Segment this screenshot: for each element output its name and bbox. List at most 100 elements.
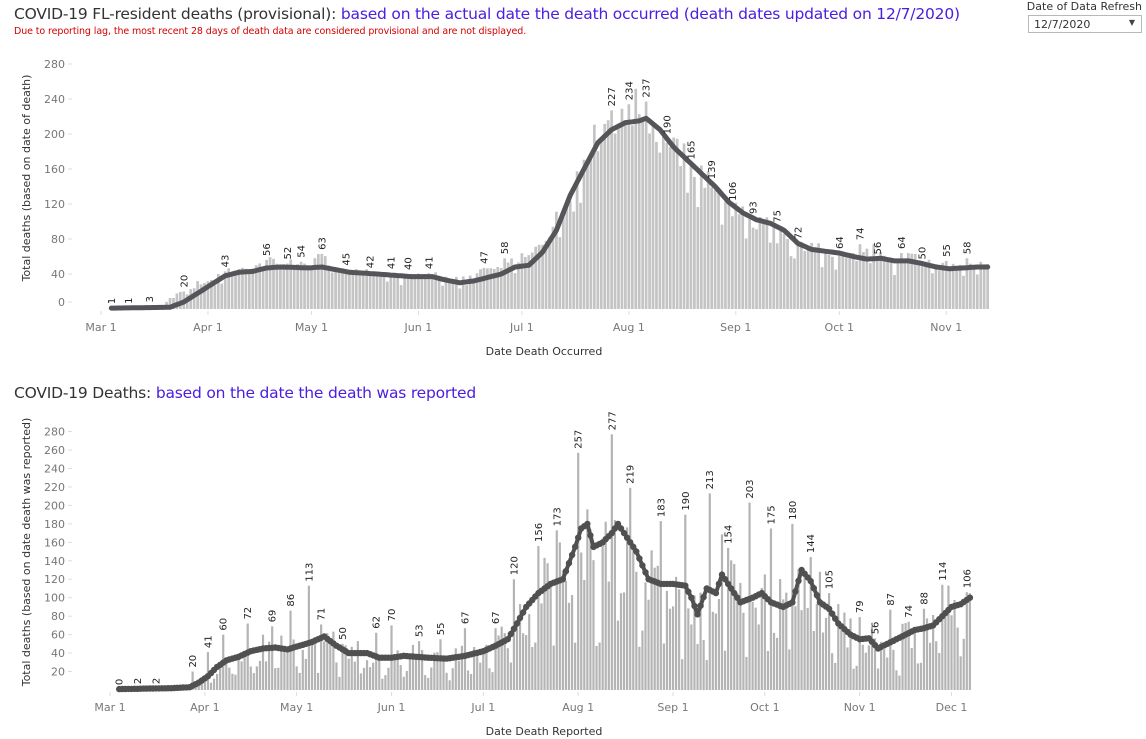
bar xyxy=(271,626,274,690)
y-tick-label: 160 xyxy=(44,536,65,549)
data-label: 105 xyxy=(825,570,836,589)
average-point xyxy=(728,585,735,592)
bar xyxy=(867,645,870,690)
bar xyxy=(503,258,506,309)
bar xyxy=(889,258,893,309)
bar xyxy=(806,249,810,309)
average-point xyxy=(792,588,799,595)
bar xyxy=(865,248,869,309)
average-point xyxy=(559,576,567,583)
bar xyxy=(441,285,444,309)
average-point xyxy=(694,611,701,618)
bar xyxy=(928,642,932,690)
x-tick-label: Aug 1 xyxy=(562,701,594,714)
bar xyxy=(292,264,296,309)
bar xyxy=(384,675,387,690)
refresh-date-value: 12/7/2020 xyxy=(1034,18,1091,31)
bar xyxy=(592,560,595,690)
bar xyxy=(745,656,748,690)
data-label: 50 xyxy=(918,247,929,260)
bar xyxy=(286,647,289,690)
bar xyxy=(546,563,549,690)
bar xyxy=(541,244,544,309)
average-point xyxy=(620,529,628,537)
data-label: 173 xyxy=(552,507,563,526)
bar xyxy=(579,202,582,309)
bar xyxy=(362,667,366,690)
bar xyxy=(775,637,779,690)
bar xyxy=(658,152,662,309)
average-point xyxy=(697,602,704,609)
average-point xyxy=(584,520,591,528)
average-point xyxy=(510,625,518,632)
bar xyxy=(382,274,386,309)
x-tick-label: May 1 xyxy=(280,701,313,714)
bar xyxy=(589,529,592,690)
bar xyxy=(751,227,755,310)
data-label: 42 xyxy=(366,256,377,269)
bar xyxy=(534,642,537,690)
bar xyxy=(913,627,916,690)
bar xyxy=(927,259,931,309)
bar xyxy=(261,634,265,690)
y-tick-label: 260 xyxy=(44,444,65,457)
bar xyxy=(651,126,655,309)
bar xyxy=(564,580,568,690)
bar xyxy=(607,581,610,690)
bar xyxy=(950,615,953,690)
bar xyxy=(277,667,280,690)
data-label: 45 xyxy=(341,253,352,266)
data-label: 58 xyxy=(962,242,973,255)
bar xyxy=(748,215,751,309)
x-tick-label: Jul 1 xyxy=(470,701,495,714)
bar xyxy=(901,623,904,690)
bar xyxy=(552,645,555,690)
bar xyxy=(379,272,382,309)
bar xyxy=(402,676,405,690)
bar xyxy=(482,267,486,310)
bar xyxy=(668,608,672,690)
bar xyxy=(434,272,437,309)
x-tick-label: Sep 1 xyxy=(720,321,751,334)
average-point xyxy=(712,589,720,597)
bar xyxy=(537,244,541,309)
bar xyxy=(465,285,469,309)
bar xyxy=(279,265,282,309)
bar xyxy=(515,619,519,690)
bar xyxy=(855,665,858,690)
bar xyxy=(335,662,338,690)
bar xyxy=(938,270,941,309)
bar xyxy=(870,626,874,690)
bar xyxy=(430,274,434,309)
bar xyxy=(690,624,693,690)
bar xyxy=(831,653,834,690)
bar xyxy=(924,262,927,309)
average-point xyxy=(587,532,594,539)
bar xyxy=(175,293,179,309)
bar xyxy=(274,668,277,690)
bar xyxy=(249,666,252,690)
data-label: 40 xyxy=(404,257,415,270)
data-label: 74 xyxy=(856,228,867,241)
refresh-date-dropdown[interactable]: 12/7/2020 ▼ xyxy=(1028,15,1142,33)
bar xyxy=(962,275,965,309)
bar xyxy=(737,214,741,309)
y-tick-label: 0 xyxy=(58,296,65,309)
average-point xyxy=(731,589,738,597)
data-label: 75 xyxy=(773,210,784,223)
bar xyxy=(387,667,390,690)
bar xyxy=(528,614,531,690)
bar xyxy=(705,660,708,690)
bar xyxy=(283,648,286,690)
bar xyxy=(358,272,362,309)
x-tick-label: Jun 1 xyxy=(377,701,406,714)
bar xyxy=(910,253,914,309)
bar xyxy=(818,571,822,690)
data-label: 3 xyxy=(145,296,156,302)
bar xyxy=(369,667,372,690)
bar xyxy=(821,632,825,690)
x-tick-label: May 1 xyxy=(295,321,328,334)
bar xyxy=(361,273,365,309)
bar xyxy=(906,253,910,309)
bar xyxy=(755,229,758,309)
